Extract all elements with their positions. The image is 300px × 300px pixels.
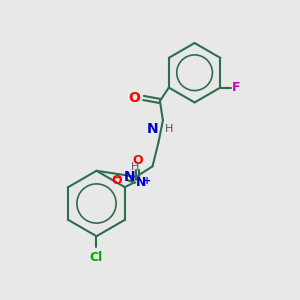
Text: O: O [129, 91, 141, 105]
Text: +: + [142, 176, 151, 186]
Text: N: N [124, 170, 136, 184]
Text: O: O [132, 154, 142, 166]
Text: O: O [111, 174, 122, 187]
Text: N: N [147, 122, 158, 136]
Text: H: H [165, 124, 174, 134]
Text: H: H [130, 162, 139, 172]
Text: F: F [232, 81, 241, 94]
Text: −: − [112, 173, 122, 183]
Text: Cl: Cl [90, 251, 103, 264]
Text: N: N [136, 176, 146, 189]
